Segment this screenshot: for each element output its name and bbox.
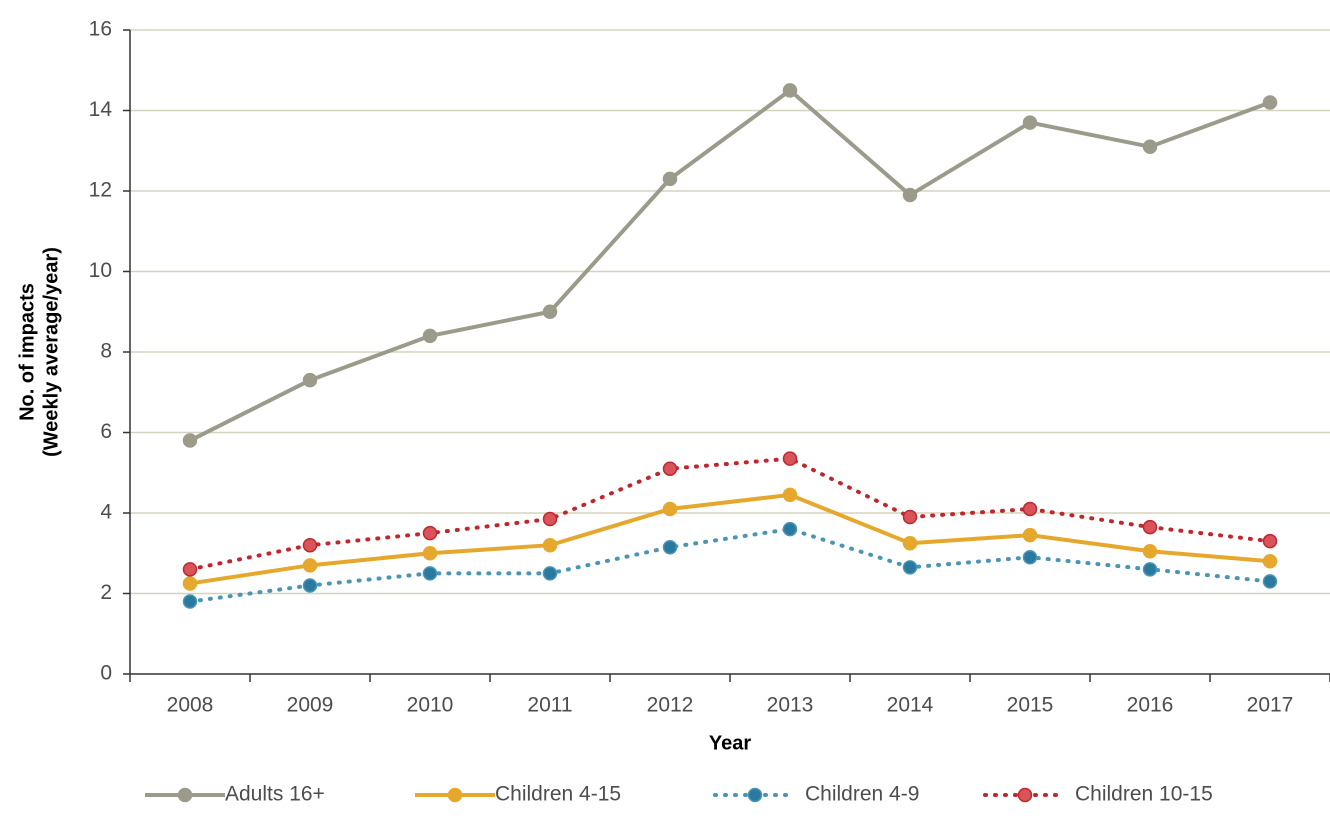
data-point (1142, 519, 1158, 535)
x-tick-label: 2009 (287, 694, 334, 717)
data-point (902, 535, 918, 551)
data-point (1022, 115, 1038, 130)
data-point (662, 539, 678, 555)
x-tick-label: 2016 (1127, 694, 1174, 717)
x-tick-label: 2011 (527, 694, 572, 717)
y-tick-label: 6 (100, 420, 112, 443)
legend-marker (747, 787, 763, 803)
series-line (188, 456, 1272, 572)
data-point (542, 304, 558, 319)
x-tick-label: 2013 (767, 694, 814, 717)
y-tick-label: 14 (89, 98, 113, 121)
data-point (1262, 554, 1278, 569)
x-axis-label: Year (709, 732, 751, 754)
y-tick-label: 0 (100, 662, 112, 685)
data-point (902, 509, 918, 525)
data-point (302, 558, 318, 573)
data-point (182, 433, 198, 448)
x-tick-label: 2010 (407, 694, 454, 717)
data-point (1262, 95, 1278, 110)
y-tick-label: 16 (89, 18, 112, 41)
data-point (1022, 501, 1038, 517)
data-point (542, 511, 558, 527)
data-point (662, 501, 678, 517)
data-point (422, 525, 438, 541)
data-point (662, 171, 678, 187)
x-tick-label: 2014 (887, 694, 934, 717)
series-line (188, 527, 1272, 604)
x-tick-label: 2008 (167, 694, 214, 717)
y-tick-label: 12 (89, 179, 112, 202)
data-point (1142, 543, 1158, 559)
data-point (422, 328, 438, 344)
data-point (1022, 550, 1038, 565)
data-point (182, 576, 198, 591)
data-point (1142, 562, 1158, 577)
data-point (1142, 139, 1158, 154)
data-point (422, 566, 438, 581)
series-line (189, 87, 1271, 443)
x-tick-label: 2012 (647, 694, 694, 717)
x-tick-label: 2015 (1007, 694, 1054, 717)
legend-label: Children 4-9 (805, 783, 919, 806)
series-line (189, 492, 1271, 586)
legend-marker (447, 787, 463, 803)
y-axis-label: No. of impacts (16, 283, 38, 421)
data-point (302, 537, 318, 553)
data-point (422, 546, 438, 561)
data-point (902, 560, 918, 575)
y-tick-label: 4 (100, 501, 112, 524)
legend-label: Children 10-15 (1075, 783, 1213, 806)
y-tick-label: 8 (100, 340, 112, 363)
data-point (1022, 527, 1038, 543)
legend-label: Children 4-15 (495, 783, 621, 806)
data-point (542, 566, 558, 581)
y-tick-label: 2 (100, 581, 112, 604)
data-point (1262, 533, 1278, 549)
data-point (542, 537, 558, 553)
data-point (1262, 574, 1278, 589)
data-point (902, 187, 918, 203)
y-axis-label: (Weekly average/year) (40, 247, 62, 457)
x-tick-label: 2017 (1247, 694, 1294, 717)
data-point (782, 487, 798, 503)
data-point (182, 562, 198, 577)
legend-marker (177, 787, 193, 803)
data-point (182, 594, 198, 609)
data-point (782, 83, 798, 98)
legend-label: Adults 16+ (225, 783, 325, 806)
data-point (302, 578, 318, 593)
y-tick-label: 10 (89, 259, 112, 282)
data-point (782, 451, 798, 466)
legend-marker (1017, 787, 1033, 803)
data-point (662, 461, 678, 476)
data-point (302, 372, 318, 388)
data-point (782, 521, 798, 537)
